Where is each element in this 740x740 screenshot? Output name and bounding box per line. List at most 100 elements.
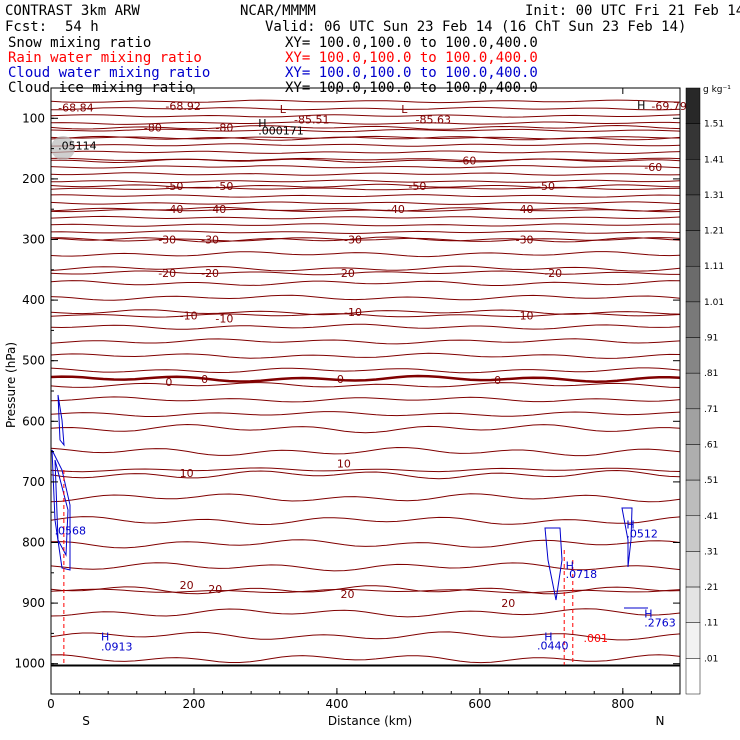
contour-label: -30 — [516, 234, 534, 247]
extreme-value: -68.92 — [165, 100, 200, 113]
isotherm-contour — [50, 493, 681, 503]
isotherm-contour — [50, 194, 681, 198]
labeled-isotherm — [50, 183, 681, 189]
colorbar-label: 1.51 — [704, 120, 724, 130]
isotherm-contour — [50, 382, 681, 388]
contour-label: -10 — [344, 306, 362, 319]
contour-label: -40 — [208, 203, 226, 216]
contour-label: -10 — [516, 309, 534, 322]
contour-label: 10 — [337, 458, 351, 471]
forecast-label: Fcst: — [5, 19, 47, 35]
colorbar-cell — [685, 622, 701, 659]
contour-label: 20 — [340, 588, 354, 601]
legend-name: Cloud water mixing ratio — [8, 65, 210, 81]
y-tick-label: 700 — [22, 475, 45, 489]
colorbar-label: 1.31 — [704, 191, 724, 201]
isotherm-contour — [50, 516, 681, 526]
legend-name: Rain water mixing ratio — [8, 50, 202, 66]
labeled-isotherm — [50, 270, 680, 276]
init-time: Init: 00 UTC Fri 21 Feb 14 — [525, 3, 740, 19]
isotherm-contour — [50, 631, 681, 641]
colorbar-cell — [685, 337, 701, 374]
isotherm-contour — [50, 309, 681, 316]
labeled-isotherm — [50, 206, 681, 212]
colorbar-cell — [685, 444, 701, 481]
colorbar-label: .71 — [704, 405, 718, 415]
x-tick-label: 600 — [468, 697, 491, 711]
contour-label: -50 — [165, 180, 183, 193]
contour-label: 0 — [201, 373, 208, 386]
colorbar-label: .91 — [704, 334, 718, 344]
cloud-water-contour — [51, 449, 71, 571]
colorbar-label: 1.01 — [704, 298, 724, 308]
legend-xy: XY= 100.0,100.0 to 100.0,400.0 — [285, 35, 538, 51]
colorbar-cell — [685, 265, 701, 303]
isotherm-contour — [50, 446, 681, 457]
colorbar-label: .61 — [704, 440, 718, 450]
isotherm-contour — [50, 236, 681, 243]
contour-label: -20 — [544, 267, 562, 280]
cloud-water-contour — [544, 527, 563, 601]
labeled-isotherm — [51, 237, 681, 242]
isotherm-contour — [50, 186, 681, 191]
contour-label: 0 — [165, 376, 172, 389]
contour-label: -10 — [215, 312, 233, 325]
colorbar-cell — [685, 230, 701, 267]
contour-label: -30 — [201, 234, 219, 247]
colorbar-cell — [685, 515, 701, 552]
labeled-isotherm — [50, 374, 681, 383]
cloud-water-label: H — [644, 607, 652, 620]
isotherm-contour — [50, 423, 681, 434]
labeled-isotherm — [51, 158, 681, 164]
extreme-value: -69.79 — [651, 100, 686, 113]
isotherm-contour — [50, 223, 680, 227]
isotherm-contour — [50, 150, 681, 155]
legend-name: Snow mixing ratio — [8, 35, 151, 51]
contour-label: -40 — [165, 203, 183, 216]
isotherm-contour — [50, 165, 681, 169]
axes: 0 200 400 600 800100200300400500600700800900… — [14, 87, 681, 711]
rain-water-label: .001 — [584, 632, 609, 645]
contour-label: 10 — [180, 467, 194, 480]
cloud-water-label: .0913 — [101, 641, 133, 654]
isotherm-contour — [50, 172, 681, 176]
contour-label: -50 — [537, 180, 555, 193]
colorbar-label: 1.11 — [704, 262, 724, 272]
high-label: H — [258, 117, 266, 130]
contour-label: -20 — [201, 267, 219, 280]
isotherm-contour — [50, 280, 681, 286]
cloud-water-contour — [54, 459, 69, 557]
isotherm-contour — [50, 469, 681, 480]
plot-area: L L H H -68.84 -68.92 -85.51 -85.63 -69.79 .00017… — [50, 99, 687, 667]
y-tick-label: 900 — [22, 596, 45, 610]
endpoint-right: N — [656, 714, 665, 728]
forecast-value: 54 h — [65, 19, 99, 35]
y-tick-label: 200 — [22, 172, 45, 186]
y-tick-label: 300 — [22, 233, 45, 247]
valid-time: Valid: 06 UTC Sun 23 Feb 14 (16 ChT Sun … — [265, 19, 686, 35]
extreme-value: .000171 — [258, 124, 304, 137]
colorbar-cell — [685, 658, 701, 695]
x-tick-label: 200 — [183, 697, 206, 711]
y-tick-label: 1000 — [14, 657, 45, 671]
labeled-isotherm — [50, 467, 681, 473]
contour-label: -20 — [158, 267, 176, 280]
isotherm-contour — [50, 338, 681, 345]
colorbar-label: .11 — [704, 619, 718, 629]
colorbar-cell — [685, 123, 701, 160]
cloud-water-contour — [621, 507, 633, 568]
cloud-water-label: .0568 — [55, 524, 87, 537]
contour-label: -60 — [458, 155, 476, 168]
isotherm-contour — [50, 539, 681, 549]
isotherm-contour — [50, 251, 681, 258]
isotherm-contour — [50, 323, 681, 330]
isotherm-contour — [50, 367, 681, 374]
colorbar-label: .21 — [704, 583, 718, 593]
isotherm-contour — [50, 294, 681, 301]
cloud-water-label: H — [101, 630, 109, 643]
isotherm-contour — [50, 179, 681, 184]
colorbar-label: .01 — [704, 654, 718, 664]
colorbar-label: .81 — [704, 369, 718, 379]
contour-label: -20 — [337, 267, 355, 280]
legend-xy: XY= 100.0,100.0 to 100.0,400.0 — [285, 65, 538, 81]
